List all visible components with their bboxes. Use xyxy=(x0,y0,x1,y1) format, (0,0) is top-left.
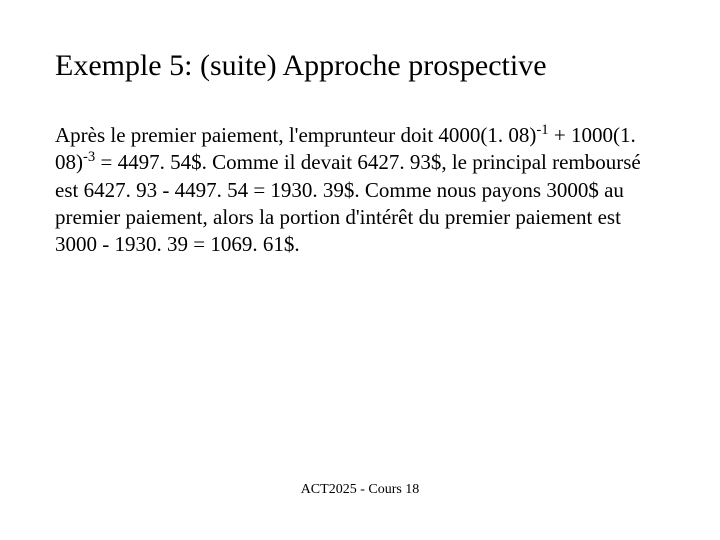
slide-body: Après le premier paiement, l'emprunteur … xyxy=(55,122,665,258)
exponent-2: -3 xyxy=(83,149,95,165)
exponent-1: -1 xyxy=(536,122,548,138)
slide-title: Exemple 5: (suite) Approche prospective xyxy=(55,48,665,84)
body-segment-3: = 4497. 54$. Comme il devait 6427. 93$, … xyxy=(55,150,641,256)
body-segment-1: Après le premier paiement, l'emprunteur … xyxy=(55,123,536,147)
slide-footer: ACT2025 - Cours 18 xyxy=(0,482,720,498)
slide-container: Exemple 5: (suite) Approche prospective … xyxy=(0,0,720,258)
